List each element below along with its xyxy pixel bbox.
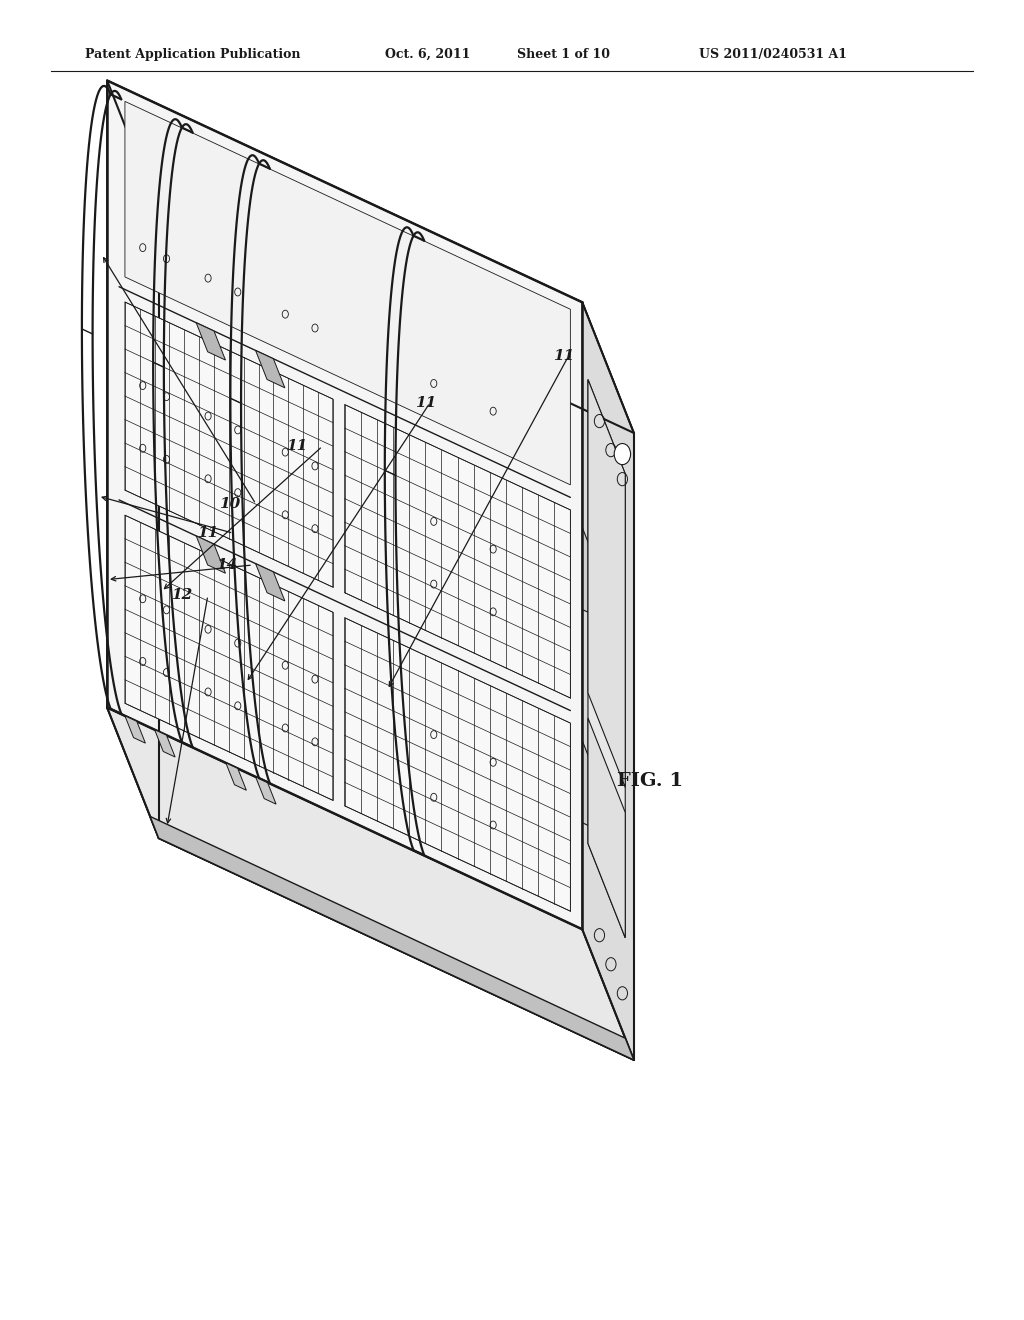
Text: US 2011/0240531 A1: US 2011/0240531 A1 <box>699 48 847 61</box>
Polygon shape <box>588 718 626 937</box>
Polygon shape <box>159 211 634 1060</box>
Polygon shape <box>226 763 247 791</box>
Polygon shape <box>108 708 634 1060</box>
Polygon shape <box>197 536 225 573</box>
Text: 10: 10 <box>219 498 241 511</box>
Polygon shape <box>155 730 175 758</box>
Text: Patent Application Publication: Patent Application Publication <box>85 48 300 61</box>
Polygon shape <box>151 816 634 1060</box>
Polygon shape <box>256 351 285 388</box>
Polygon shape <box>125 715 145 743</box>
Text: 14: 14 <box>216 558 238 572</box>
Polygon shape <box>108 81 583 929</box>
Text: 12: 12 <box>171 589 193 602</box>
Polygon shape <box>108 81 634 433</box>
Polygon shape <box>125 301 622 628</box>
Text: 11: 11 <box>415 396 436 409</box>
Polygon shape <box>345 404 570 698</box>
Polygon shape <box>108 81 159 838</box>
Polygon shape <box>588 380 626 937</box>
Polygon shape <box>588 380 626 787</box>
Polygon shape <box>256 564 285 601</box>
Text: 11: 11 <box>197 527 218 540</box>
Text: 11: 11 <box>286 440 307 453</box>
Polygon shape <box>345 618 570 911</box>
Text: Sheet 1 of 10: Sheet 1 of 10 <box>517 48 609 61</box>
Polygon shape <box>125 515 333 800</box>
Text: FIG. 1: FIG. 1 <box>617 772 683 791</box>
Text: 11: 11 <box>553 350 574 363</box>
Polygon shape <box>256 776 276 804</box>
Text: Oct. 6, 2011: Oct. 6, 2011 <box>385 48 471 61</box>
Polygon shape <box>125 102 570 484</box>
Polygon shape <box>125 515 622 841</box>
Polygon shape <box>197 322 225 360</box>
Polygon shape <box>125 302 333 587</box>
Polygon shape <box>583 302 634 1060</box>
Circle shape <box>614 444 631 465</box>
